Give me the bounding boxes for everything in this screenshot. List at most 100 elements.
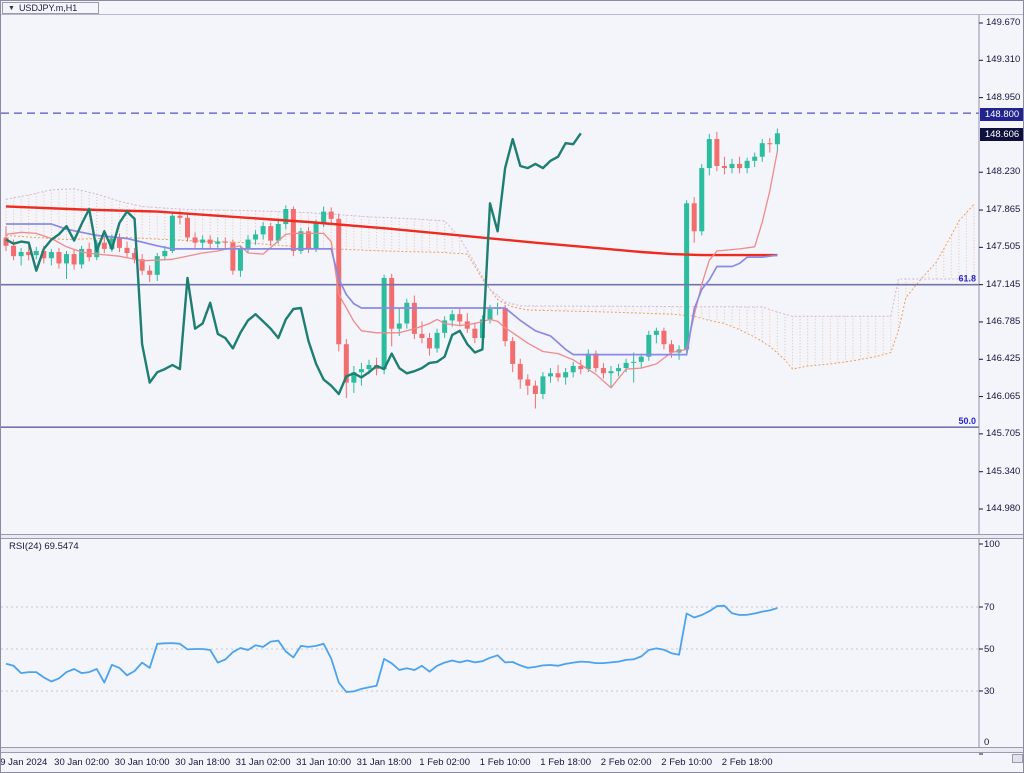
panel-separator[interactable] [1, 534, 1023, 539]
candle-bear [661, 330, 667, 345]
ma-line [5, 205, 778, 257]
time-tick-label: 2 Feb 18:00 [721, 757, 773, 768]
rsi-tick-label: 70 [984, 602, 995, 613]
candle-bear [737, 163, 743, 169]
price-tick-label: 149.670 [986, 17, 1021, 28]
chart-scroll-grip-icon[interactable] [1012, 754, 1023, 763]
rsi-line [5, 604, 778, 693]
candle-bear [502, 307, 508, 342]
candle-bear [222, 241, 228, 243]
candle-bull [381, 277, 387, 370]
fibonacci-levels[interactable]: 61.8 50.0 [1, 274, 979, 428]
candle-bull [631, 361, 637, 363]
panel-separator-bottom[interactable] [1, 747, 1023, 753]
candle-bear [185, 217, 190, 238]
candle-bull [563, 372, 569, 378]
candle-bull [759, 143, 765, 157]
candle-bear [691, 203, 697, 232]
candle-bull [729, 163, 735, 169]
candle-bull [109, 238, 115, 249]
indicator-lines [5, 132, 779, 396]
time-tick-label: 31 Jan 18:00 [356, 757, 412, 768]
candle-bull [752, 156, 758, 161]
candlesticks [3, 128, 780, 409]
price-tick-label: 148.950 [986, 91, 1021, 103]
candle-bull [313, 222, 319, 249]
candle-bull [638, 356, 644, 362]
candle-bull [169, 215, 175, 251]
candle-bull [540, 376, 546, 394]
candle-bear [578, 365, 584, 370]
candle-bull [366, 364, 372, 370]
candle-bull [245, 239, 251, 249]
symbol-title-box[interactable]: ▼ USDJPY.m,H1 [2, 2, 99, 14]
candle-bull [616, 368, 622, 372]
candle-bear [290, 209, 296, 251]
candle-bull [358, 369, 364, 373]
price-tick-label: 147.145 [986, 278, 1021, 290]
candle-bear [268, 226, 274, 241]
price-axis[interactable] [978, 14, 983, 753]
candle-bull [653, 330, 659, 335]
candle-bull [684, 203, 690, 350]
rsi-tick-label: 0 [984, 737, 990, 748]
candle-bull [154, 256, 160, 275]
candle-bear [132, 253, 138, 260]
candle-bear [389, 277, 395, 329]
price-tick-label: 147.505 [986, 241, 1021, 253]
candle-bull [442, 320, 448, 333]
time-tick-label: 2 Feb 10:00 [661, 757, 712, 768]
time-tick-label: 29 Jan 2024 [0, 757, 48, 768]
candle-bull [215, 241, 221, 244]
candle-bear [510, 341, 516, 364]
candle-bear [767, 143, 773, 145]
candle-bear [124, 247, 130, 254]
candle-bear [101, 242, 107, 249]
candle-bear [555, 373, 561, 378]
fib-level-label: 61.8 [958, 274, 976, 284]
candle-bear [343, 344, 349, 383]
candle-bear [669, 344, 674, 353]
candle-bull [33, 250, 39, 256]
candle-bull [774, 133, 780, 145]
candle-bear [207, 239, 213, 244]
candle-bull [283, 209, 289, 225]
price-tick-label: 148.230 [986, 166, 1021, 178]
kijun-sen-line [6, 223, 778, 356]
fib-level-label: 50.0 [958, 416, 976, 426]
candle-bull [79, 248, 85, 265]
candle-bull [351, 372, 357, 383]
candle-bear [26, 252, 32, 256]
candle-bull [48, 252, 54, 259]
candle-bear [71, 254, 77, 265]
price-tick-label: 149.310 [986, 54, 1021, 66]
candle-bear [411, 302, 417, 334]
candle-bear [3, 237, 9, 246]
candle-bear [230, 242, 236, 271]
candle-bull [744, 160, 750, 169]
candle-bear [714, 139, 720, 167]
candle-bull [237, 248, 243, 271]
candle-bear [11, 245, 17, 257]
candle-bear [192, 237, 198, 243]
candle-bull [275, 224, 281, 241]
rsi-panel[interactable] [1, 543, 983, 755]
candle-bear [139, 259, 145, 271]
candle-bear [56, 252, 62, 264]
price-badge-current-price: 148.606 [980, 128, 1023, 141]
candle-bull [298, 231, 304, 251]
time-tick-label: 31 Jan 02:00 [235, 757, 291, 768]
time-tick-label: 30 Jan 02:00 [54, 757, 110, 768]
senkou-span-b-line [5, 188, 974, 317]
candle-bull [548, 373, 553, 377]
senkou-span-a-line [5, 203, 975, 370]
tenkan-sen-line [5, 150, 779, 389]
candle-bull [321, 211, 327, 223]
candle-bear [472, 328, 478, 339]
collapse-triangle-icon: ▼ [8, 4, 15, 12]
candle-bull [699, 168, 705, 232]
candle-bear [306, 231, 311, 249]
candle-bull [18, 252, 24, 257]
